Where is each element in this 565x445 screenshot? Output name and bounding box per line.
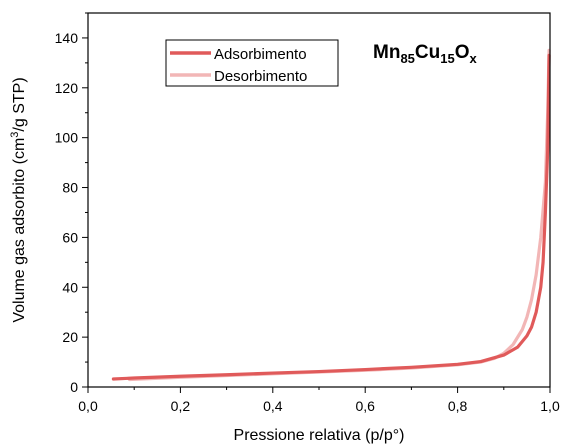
title-sub-15: 15: [440, 51, 454, 66]
y-tick-label: 100: [55, 130, 79, 146]
title-part-mn: Mn: [373, 42, 400, 63]
y-label-sup: 3: [9, 132, 21, 138]
chart-title: Mn85Cu15Ox: [373, 42, 477, 66]
x-tick-label: 0,8: [448, 398, 468, 414]
y-tick-label: 40: [62, 279, 78, 295]
y-tick-label: 60: [62, 229, 78, 245]
title-part-cu: Cu: [415, 42, 440, 63]
x-tick-label: 1,0: [540, 398, 560, 414]
x-tick-label: 0,0: [78, 398, 98, 414]
legend-label-desorbimento: Desorbimento: [214, 68, 307, 85]
y-tick-label: 140: [55, 30, 79, 46]
y-label-post: /g STP): [11, 77, 28, 131]
series-line-desorbimento: [127, 48, 551, 382]
plot-frame: [87, 12, 551, 388]
title-part-o: O: [455, 42, 470, 63]
y-label-pre: Volume gas adsorbito (cm: [11, 138, 28, 323]
title-sub-85: 85: [400, 51, 414, 66]
legend-label-adsorbimento: Adsorbimento: [214, 46, 307, 63]
legend: Adsorbimento Desorbimento: [165, 39, 339, 87]
y-tick-label: 120: [55, 80, 79, 96]
series-line-adsorbimento: [111, 53, 551, 381]
title-sub-x: x: [469, 51, 477, 66]
x-axis-label: Pressione relativa (p/p°): [234, 427, 405, 444]
x-tick-label: 0,4: [263, 398, 283, 414]
x-tick-label: 0,2: [171, 398, 191, 414]
axis-ticks: 0,0 0,2 0,4 0,6 0,8 1,0 0 20 40 60 80 100 120 140: [55, 12, 560, 414]
x-tick-label: 0,6: [355, 398, 375, 414]
y-tick-label: 0: [70, 379, 78, 395]
y-tick-label: 80: [62, 180, 78, 196]
y-tick-label: 20: [62, 329, 78, 345]
y-axis-label: Volume gas adsorbito (cm3/g STP): [9, 77, 28, 322]
series-group: [111, 48, 551, 382]
legend-box: [165, 39, 339, 87]
